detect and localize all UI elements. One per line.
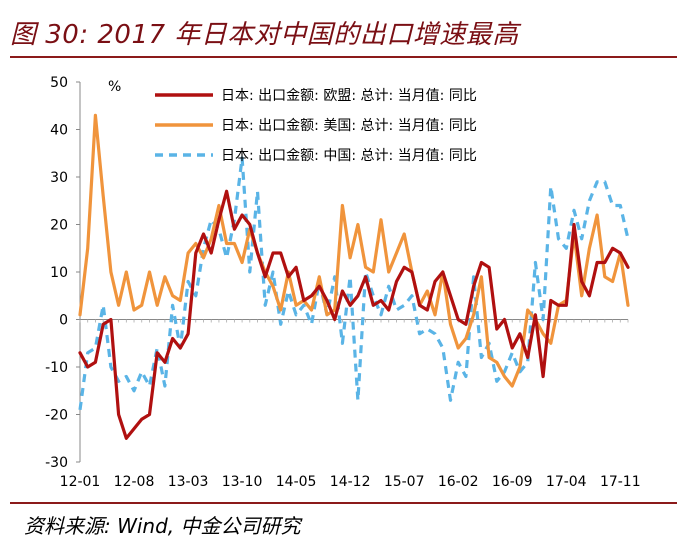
x-tick-label: 14-12 xyxy=(330,474,371,490)
y-tick-label: 40 xyxy=(50,123,68,139)
x-tick-label: 14-05 xyxy=(276,474,317,490)
chart-title: 图 30: 2017 年日本对中国的出口增速最高 xyxy=(10,20,519,50)
x-tick-label: 13-10 xyxy=(222,474,263,490)
y-tick-label: 50 xyxy=(50,75,68,91)
title-rule xyxy=(10,56,677,58)
series-line-2 xyxy=(78,156,630,411)
series-line-0 xyxy=(78,189,630,440)
x-tick-label: 13-03 xyxy=(168,474,209,490)
chart-axes: 50 40 30 20 10 0 -10 -20 -30 12-01 12-08 13-03 13-10… xyxy=(45,75,641,490)
y-tick-label: -20 xyxy=(45,408,68,424)
y-tick-label: 10 xyxy=(50,265,68,281)
source-note: 资料来源: Wind, 中金公司研究 xyxy=(24,514,301,538)
line-chart: 50 40 30 20 10 0 -10 -20 -30 12-01 12-08 13-03 13-10… xyxy=(45,75,641,490)
y-tick-label: 30 xyxy=(50,170,68,186)
x-tick-label: 12-01 xyxy=(60,474,101,490)
x-tick-label: 15-07 xyxy=(384,474,425,490)
x-tick-label: 17-11 xyxy=(600,474,641,490)
x-tick-label: 16-02 xyxy=(438,474,479,490)
y-tick-label: 20 xyxy=(50,218,68,234)
x-tick-label: 16-09 xyxy=(492,474,533,490)
unit-label: % xyxy=(108,79,121,95)
x-tick-label: 12-08 xyxy=(114,474,155,490)
source-rule xyxy=(10,502,677,504)
x-tick-label: 17-04 xyxy=(546,474,587,490)
chart-series-lines xyxy=(78,113,630,440)
y-tick-label: 0 xyxy=(59,313,68,329)
y-tick-label: -10 xyxy=(45,360,68,376)
legend-label-2: 日本: 出口金额: 中国: 总计: 当月值: 同比 xyxy=(221,148,477,164)
legend-label-0: 日本: 出口金额: 欧盟: 总计: 当月值: 同比 xyxy=(221,88,477,104)
y-tick-label: -30 xyxy=(45,455,68,471)
legend-label-1: 日本: 出口金额: 美国: 总计: 当月值: 同比 xyxy=(221,118,477,134)
